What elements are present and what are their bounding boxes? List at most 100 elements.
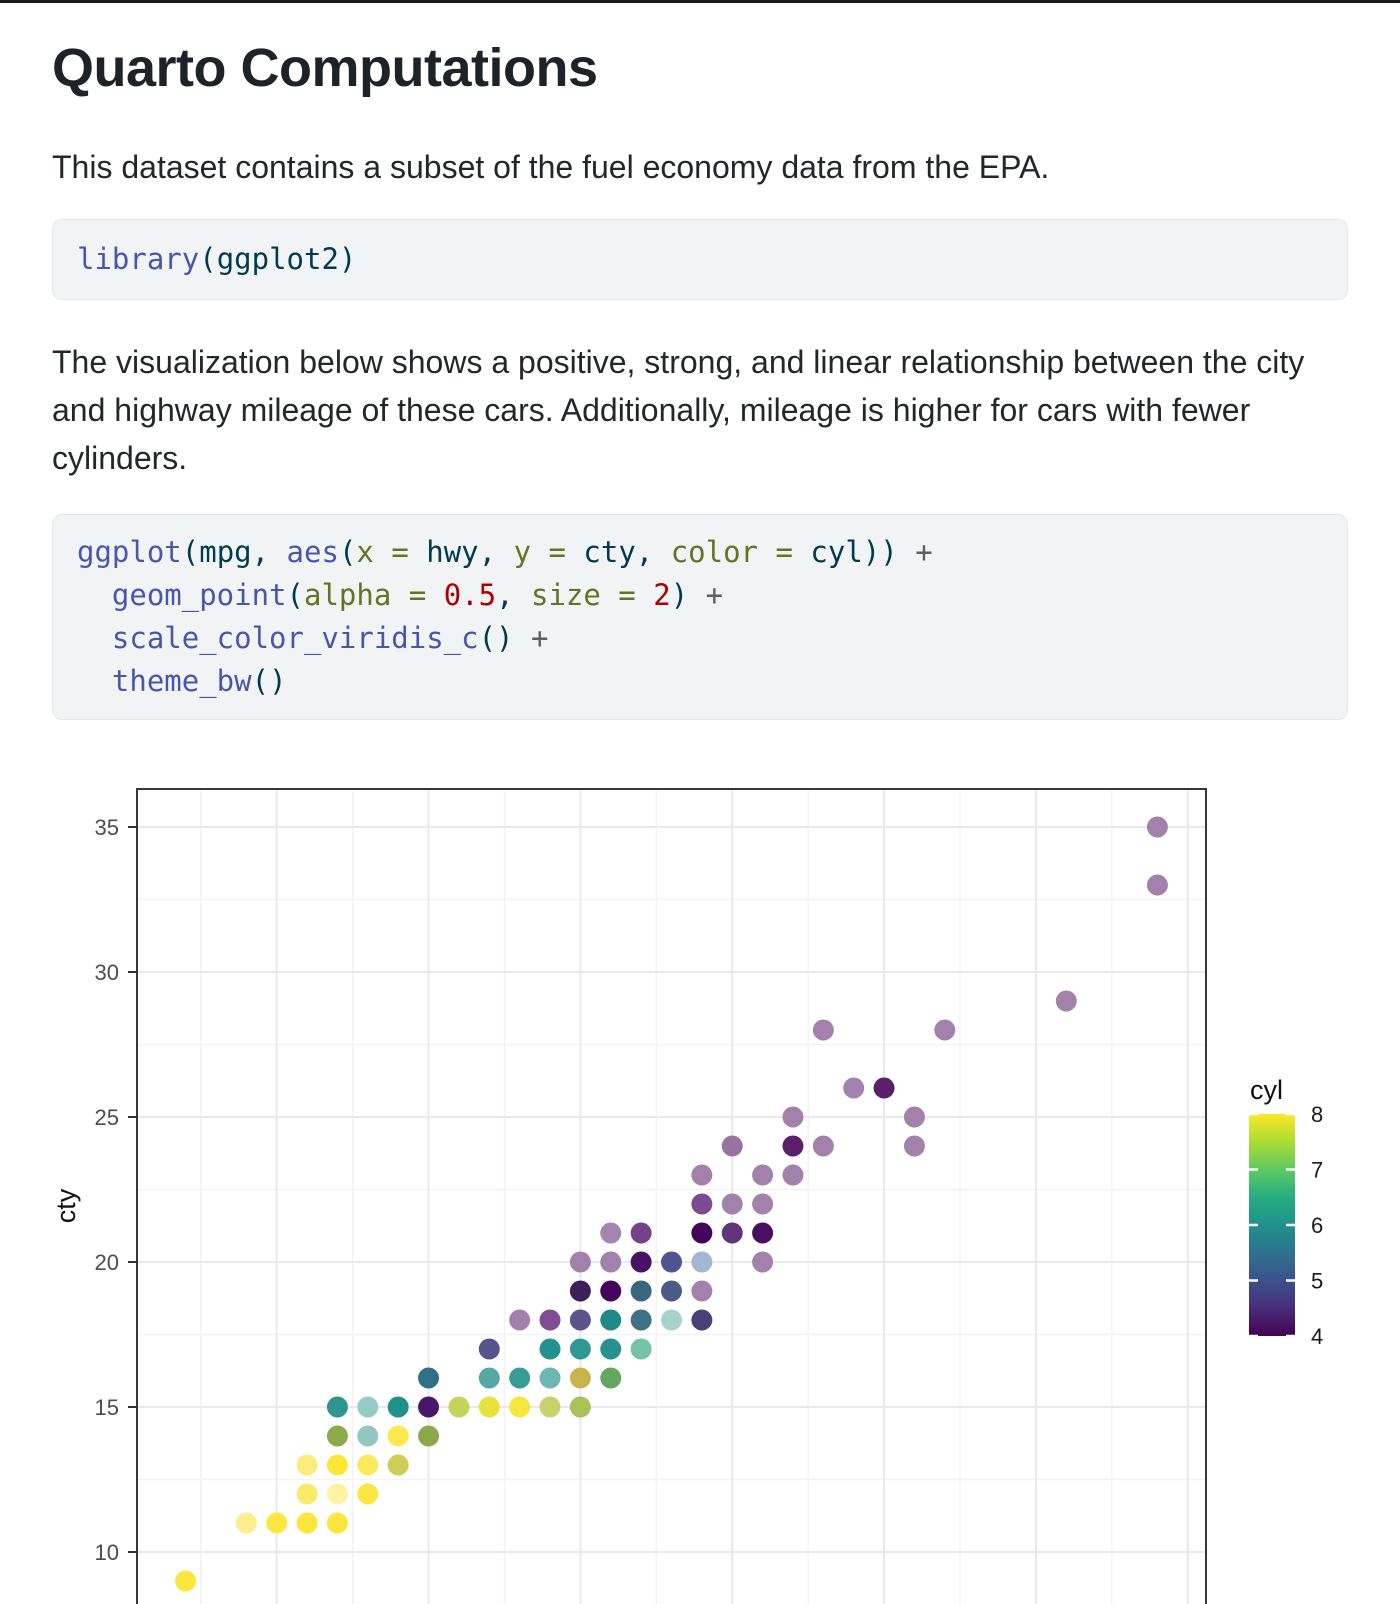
data-point: [509, 1367, 531, 1389]
data-point: [296, 1512, 318, 1534]
data-point: [357, 1396, 379, 1418]
code-token-pl: hwy: [426, 535, 479, 569]
minor-gridlines: [137, 789, 1206, 1604]
code-block-library: library(ggplot2): [52, 219, 1348, 300]
data-point: [721, 1222, 743, 1244]
code-token-num: 2: [653, 578, 671, 612]
major-gridlines: [137, 789, 1206, 1604]
data-point: [752, 1251, 774, 1273]
data-point: [539, 1367, 561, 1389]
code-token-fn: ggplot: [77, 535, 182, 569]
data-point: [418, 1396, 440, 1418]
data-point: [691, 1193, 713, 1215]
data-point: [357, 1454, 379, 1476]
data-point: [1055, 990, 1077, 1012]
data-point: [873, 1077, 895, 1099]
data-point: [175, 1570, 197, 1592]
data-point: [782, 1135, 804, 1157]
data-point: [630, 1222, 652, 1244]
data-point: [752, 1193, 774, 1215]
data-point: [509, 1309, 531, 1331]
code-token-pl: ,: [478, 535, 514, 569]
data-point: [600, 1309, 622, 1331]
data-point: [296, 1454, 318, 1476]
code-token-pl: )): [862, 535, 916, 569]
data-point: [387, 1396, 409, 1418]
data-point: [812, 1135, 834, 1157]
data-point: [569, 1367, 591, 1389]
data-point: [478, 1396, 500, 1418]
code-token-op: +: [915, 535, 933, 569]
code-token-pl: (: [181, 535, 200, 569]
code-token-pl: (: [199, 242, 217, 276]
y-tick-label: 15: [95, 1395, 119, 1420]
data-point: [326, 1483, 348, 1505]
data-point: [630, 1338, 652, 1360]
data-point: [752, 1164, 774, 1186]
code-token-pl: (): [478, 621, 531, 655]
y-tick-label: 30: [95, 960, 119, 985]
data-point: [326, 1425, 348, 1447]
data-point: [903, 1106, 925, 1128]
legend-tick-label: 8: [1311, 1102, 1323, 1127]
code-token-op: +: [530, 621, 549, 655]
data-point: [843, 1077, 865, 1099]
data-point: [539, 1338, 561, 1360]
data-point: [934, 1019, 956, 1041]
data-point: [418, 1367, 440, 1389]
data-point: [600, 1367, 622, 1389]
plot-panel: [137, 789, 1206, 1604]
data-point: [448, 1396, 470, 1418]
code-token-pl: ): [670, 578, 706, 612]
data-point: [660, 1280, 682, 1302]
data-point: [691, 1251, 713, 1273]
y-axis-title: cty: [51, 1188, 81, 1223]
data-point: [630, 1280, 652, 1302]
code-token-pl: [77, 578, 112, 612]
data-point: [782, 1164, 804, 1186]
code-token-pr: color =: [670, 535, 811, 569]
data-point: [509, 1396, 531, 1418]
data-point: [691, 1280, 713, 1302]
window-top-edge: [0, 0, 1400, 3]
data-point: [266, 1512, 288, 1534]
data-point: [691, 1164, 713, 1186]
data-points: [175, 816, 1168, 1592]
data-point: [812, 1019, 834, 1041]
data-point: [326, 1512, 348, 1534]
code-token-pl: ,: [635, 535, 671, 569]
data-point: [660, 1251, 682, 1273]
code-token-fn: geom_point: [111, 578, 287, 612]
data-point: [235, 1512, 257, 1534]
y-tick-label: 25: [95, 1105, 119, 1130]
data-point: [782, 1106, 804, 1128]
y-tick-label: 20: [95, 1250, 119, 1275]
data-point: [357, 1483, 379, 1505]
panel-border: [136, 788, 1207, 1604]
document: Quarto Computations This dataset contain…: [0, 37, 1400, 1604]
code-token-pl: mpg: [199, 535, 252, 569]
data-point: [296, 1483, 318, 1505]
data-point: [539, 1396, 561, 1418]
code-token-fn: theme_bw: [111, 664, 252, 698]
y-tick-label: 35: [95, 815, 119, 840]
data-point: [357, 1425, 379, 1447]
code-block-ggplot: ggplot(mpg, aes(x = hwy, y = cty, color …: [52, 514, 1348, 720]
code-token-op: +: [705, 578, 724, 612]
code-token-pl: ggplot2: [216, 242, 339, 276]
data-point: [630, 1309, 652, 1331]
data-point: [600, 1251, 622, 1273]
intro-paragraph: This dataset contains a subset of the fu…: [52, 149, 1050, 185]
data-point: [903, 1135, 925, 1157]
legend-title: cyl: [1250, 1075, 1283, 1105]
data-point: [418, 1425, 440, 1447]
legend-tick-label: 7: [1311, 1158, 1323, 1183]
data-point: [721, 1135, 743, 1157]
code-token-fn: library: [77, 242, 200, 276]
scatter-plot: 35 30 25 20 15 10 cty cyl 8 7 6 5 4: [51, 788, 1323, 1604]
code-token-pr: size =: [531, 578, 654, 612]
data-point: [630, 1251, 652, 1273]
code-token-pr: alpha =: [304, 578, 444, 612]
data-point: [752, 1222, 774, 1244]
data-point: [1146, 816, 1168, 838]
